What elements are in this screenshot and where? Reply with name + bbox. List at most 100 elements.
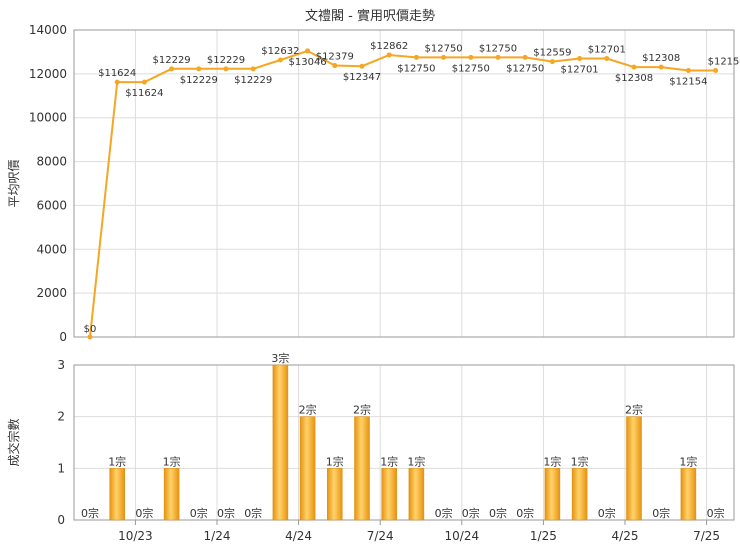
x-tick-label: 7/24: [367, 529, 394, 543]
price-point: [250, 66, 256, 72]
price-point: [223, 66, 229, 72]
volume-bar: [381, 468, 397, 521]
volume-bar: [680, 468, 697, 521]
price-point: [685, 67, 691, 73]
price-data-label: $12229: [153, 55, 191, 66]
y-tick-label: 8000: [36, 155, 67, 169]
y-tick-label: 1: [57, 461, 65, 475]
volume-data-label: 2宗: [299, 403, 317, 417]
price-data-label: $12632: [261, 46, 299, 57]
price-chart: 0 2000 4000 6000 8000 10000 12000 14000 平均呎價 $0 $1…: [7, 23, 740, 344]
price-data-label: $12750: [397, 63, 435, 74]
price-point: [386, 52, 392, 58]
volume-bar: [163, 468, 180, 521]
volume-data-label: 0宗: [190, 506, 208, 520]
volume-data-label: 1宗: [407, 454, 425, 468]
volume-data-label: 0宗: [707, 506, 725, 520]
price-data-label: $12347: [343, 72, 381, 83]
price-point: [713, 67, 719, 73]
price-data-label: $13046: [289, 57, 327, 68]
price-data-label: $12229: [234, 75, 272, 86]
x-tick-label: 1/24: [204, 529, 231, 543]
volume-data-label: 0宗: [217, 506, 235, 520]
volume-data-label: 1宗: [543, 454, 561, 468]
price-data-label: $12559: [533, 48, 571, 59]
volume-chart: 0 1 2 3 10/23 1/24 4/24 7/24 10/24 1/25 4/25 7/25 成交…: [6, 351, 735, 543]
volume-data-label: 1宗: [163, 454, 181, 468]
price-point: [468, 54, 474, 60]
y-tick-label: 2000: [36, 286, 67, 300]
volume-data-label: 2宗: [353, 403, 371, 417]
y-tick-label: 14000: [29, 23, 67, 37]
price-line: [89, 49, 716, 338]
price-point: [277, 57, 283, 63]
volume-bar: [408, 468, 425, 521]
y-tick-label: 0: [57, 513, 65, 527]
price-data-label: $12750: [425, 43, 463, 54]
price-point: [604, 55, 610, 61]
plot-frame: [73, 29, 735, 338]
price-point: [658, 64, 664, 70]
volume-bar: [327, 468, 343, 521]
price-data-label: $12154: [669, 76, 707, 87]
volume-data-label: 0宗: [462, 506, 480, 520]
x-tick-label: 4/25: [612, 529, 639, 543]
x-tick-label: 10/24: [445, 529, 480, 543]
volume-data-label: 0宗: [435, 506, 453, 520]
y-tick-label: 4000: [36, 242, 67, 256]
volume-data-label: 0宗: [652, 506, 670, 520]
volume-bar: [626, 416, 642, 521]
price-data-label: $12750: [452, 63, 490, 74]
y-tick-label: 10000: [29, 111, 67, 125]
y-axis-label: 平均呎價: [7, 159, 21, 207]
volume-data-label: 1宗: [108, 454, 126, 468]
price-data-label: $12701: [561, 64, 599, 75]
volume-data-label: 0宗: [516, 506, 534, 520]
price-data-label: $12379: [316, 52, 354, 63]
volume-data-label: 1宗: [571, 454, 589, 468]
price-point: [359, 63, 365, 69]
price-data-label: $12308: [615, 73, 653, 84]
price-data-label: $12229: [207, 55, 245, 66]
price-point: [196, 66, 202, 72]
y-tick-label: 6000: [36, 198, 67, 212]
price-point: [522, 54, 528, 60]
price-data-label: $12229: [180, 75, 218, 86]
x-tick-label: 10/23: [118, 529, 153, 543]
price-data-label: $12862: [370, 41, 408, 52]
volume-data-label: 0宗: [598, 506, 616, 520]
volume-data-label: 2宗: [625, 403, 643, 417]
y-tick-label: 2: [57, 410, 65, 424]
price-point: [549, 59, 555, 65]
volume-data-label: 1宗: [380, 454, 398, 468]
plot-frame: [73, 364, 735, 521]
x-tick-label: 1/25: [530, 529, 557, 543]
volume-data-label: 1宗: [679, 454, 697, 468]
x-tick-label: 4/24: [285, 529, 312, 543]
volume-bar: [571, 468, 588, 521]
volume-data-label: 0宗: [244, 506, 262, 520]
y-tick-label: 3: [57, 358, 65, 372]
price-data-label: $12154: [708, 56, 740, 67]
volume-data-label: 0宗: [489, 506, 507, 520]
price-data-label: $0: [84, 324, 97, 335]
price-point: [114, 79, 120, 85]
y-axis-label: 成交宗數: [6, 418, 21, 466]
price-data-label: $12750: [479, 43, 517, 54]
price-point: [332, 63, 338, 69]
price-point: [141, 79, 147, 85]
volume-bar: [272, 364, 289, 521]
volume-bar: [544, 468, 561, 521]
price-point: [87, 334, 93, 340]
volume-data-label: 1宗: [326, 454, 344, 468]
price-data-label: $12701: [588, 44, 626, 55]
y-tick-label: 0: [59, 330, 67, 344]
y-tick-label: 12000: [29, 67, 67, 81]
price-point: [413, 54, 419, 60]
volume-data-label: 0宗: [81, 506, 99, 520]
chart-title: 文禮閣 - 實用呎價走勢: [305, 8, 435, 24]
volume-bar: [354, 416, 370, 521]
price-point: [441, 54, 447, 60]
